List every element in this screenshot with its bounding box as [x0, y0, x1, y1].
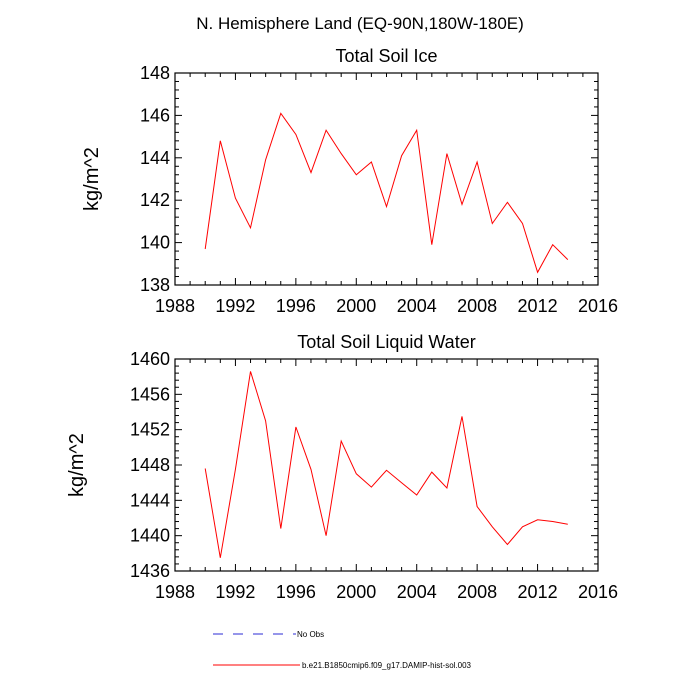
x-tick-label: 1992: [215, 296, 255, 316]
data-point: [445, 486, 448, 489]
legend-label-no-obs: No Obs: [297, 630, 324, 639]
y-tick-label: 1452: [130, 420, 170, 440]
y-tick-label: 140: [140, 233, 170, 253]
y-tick-label: 1456: [130, 384, 170, 404]
x-tick-label: 2008: [457, 582, 497, 602]
legend: No Obs b.e21.B1850cmip6.f09_g17.DAMIP-hi…: [213, 630, 472, 670]
y-tick-label: 142: [140, 190, 170, 210]
data-point: [249, 226, 252, 229]
y-tick-label: 1444: [130, 490, 170, 510]
data-point: [536, 518, 539, 521]
y-tick-label: 148: [140, 63, 170, 83]
data-point: [279, 527, 282, 530]
x-tick-label: 1988: [155, 582, 195, 602]
data-point: [325, 129, 328, 132]
y-axis-label: kg/m^2: [66, 433, 88, 497]
data-point: [264, 158, 267, 161]
x-tick-label: 2000: [336, 296, 376, 316]
x-tick-label: 2008: [457, 296, 497, 316]
data-point: [461, 415, 464, 418]
plot-frame: [174, 358, 599, 572]
y-axis-label: kg/m^2: [81, 147, 103, 211]
data-point: [340, 440, 343, 443]
series-line: [204, 371, 568, 558]
data-point: [536, 271, 539, 274]
panel-total-soil-ice: Total Soil Ice 1988 1992 1996 2000 2004 2008 20…: [81, 46, 618, 316]
data-point: [415, 129, 418, 132]
y-tick-label: 144: [140, 148, 170, 168]
y-tick-label: 1440: [130, 526, 170, 546]
y-tick-label: 146: [140, 105, 170, 125]
x-tick-label: 2004: [397, 582, 437, 602]
data-point: [279, 112, 282, 115]
data-point: [264, 419, 267, 422]
data-point: [234, 468, 237, 471]
y-tick-label: 1436: [130, 561, 170, 581]
y-tick-label: 138: [140, 275, 170, 295]
data-point: [249, 370, 252, 373]
data-point: [551, 520, 554, 523]
data-point: [476, 161, 479, 164]
panel-title: Total Soil Liquid Water: [297, 332, 475, 352]
panel-total-soil-liquid-water: Total Soil Liquid Water 1988 1992 1996 2000 2…: [66, 332, 618, 602]
data-point: [385, 469, 388, 472]
data-point: [566, 523, 569, 526]
data-point: [461, 203, 464, 206]
data-point: [204, 467, 207, 470]
data-point: [370, 486, 373, 489]
data-point: [430, 471, 433, 474]
data-point: [309, 468, 312, 471]
x-tick-label: 1988: [155, 296, 195, 316]
x-tick-label: 2000: [336, 582, 376, 602]
y-tick-label: 1460: [130, 349, 170, 369]
data-point: [219, 139, 222, 142]
data-point: [204, 247, 207, 250]
x-tick-label: 2004: [397, 296, 437, 316]
data-point: [234, 197, 237, 200]
data-point: [491, 222, 494, 225]
legend-label-model: b.e21.B1850cmip6.f09_g17.DAMIP-hist-sol.…: [302, 661, 472, 670]
data-point: [430, 243, 433, 246]
x-tick-label: 2012: [518, 582, 558, 602]
figure-title: N. Hemisphere Land (EQ-90N,180W-180E): [196, 14, 524, 33]
data-point: [400, 154, 403, 157]
data-point: [294, 133, 297, 136]
plot-frame: [174, 72, 599, 286]
data-point: [219, 556, 222, 559]
data-point: [566, 258, 569, 261]
data-point: [294, 426, 297, 429]
x-tick-label: 2012: [518, 296, 558, 316]
x-tick-label: 1996: [276, 296, 316, 316]
x-tick-label: 1996: [276, 582, 316, 602]
x-tick-label: 2016: [578, 296, 618, 316]
data-point: [355, 472, 358, 475]
data-point: [521, 222, 524, 225]
data-point: [385, 205, 388, 208]
data-point: [476, 505, 479, 508]
data-point: [445, 152, 448, 155]
data-point: [506, 201, 509, 204]
data-point: [309, 171, 312, 174]
data-point: [521, 525, 524, 528]
data-point: [551, 243, 554, 246]
y-tick-label: 1448: [130, 455, 170, 475]
data-point: [415, 494, 418, 497]
data-point: [506, 543, 509, 546]
x-tick-label: 2016: [578, 582, 618, 602]
data-point: [355, 173, 358, 176]
data-point: [400, 481, 403, 484]
data-point: [491, 525, 494, 528]
panel-title: Total Soil Ice: [335, 46, 437, 66]
series-line: [204, 112, 569, 274]
data-point: [325, 534, 328, 537]
data-point: [340, 152, 343, 155]
x-tick-label: 1992: [215, 582, 255, 602]
data-point: [370, 161, 373, 164]
